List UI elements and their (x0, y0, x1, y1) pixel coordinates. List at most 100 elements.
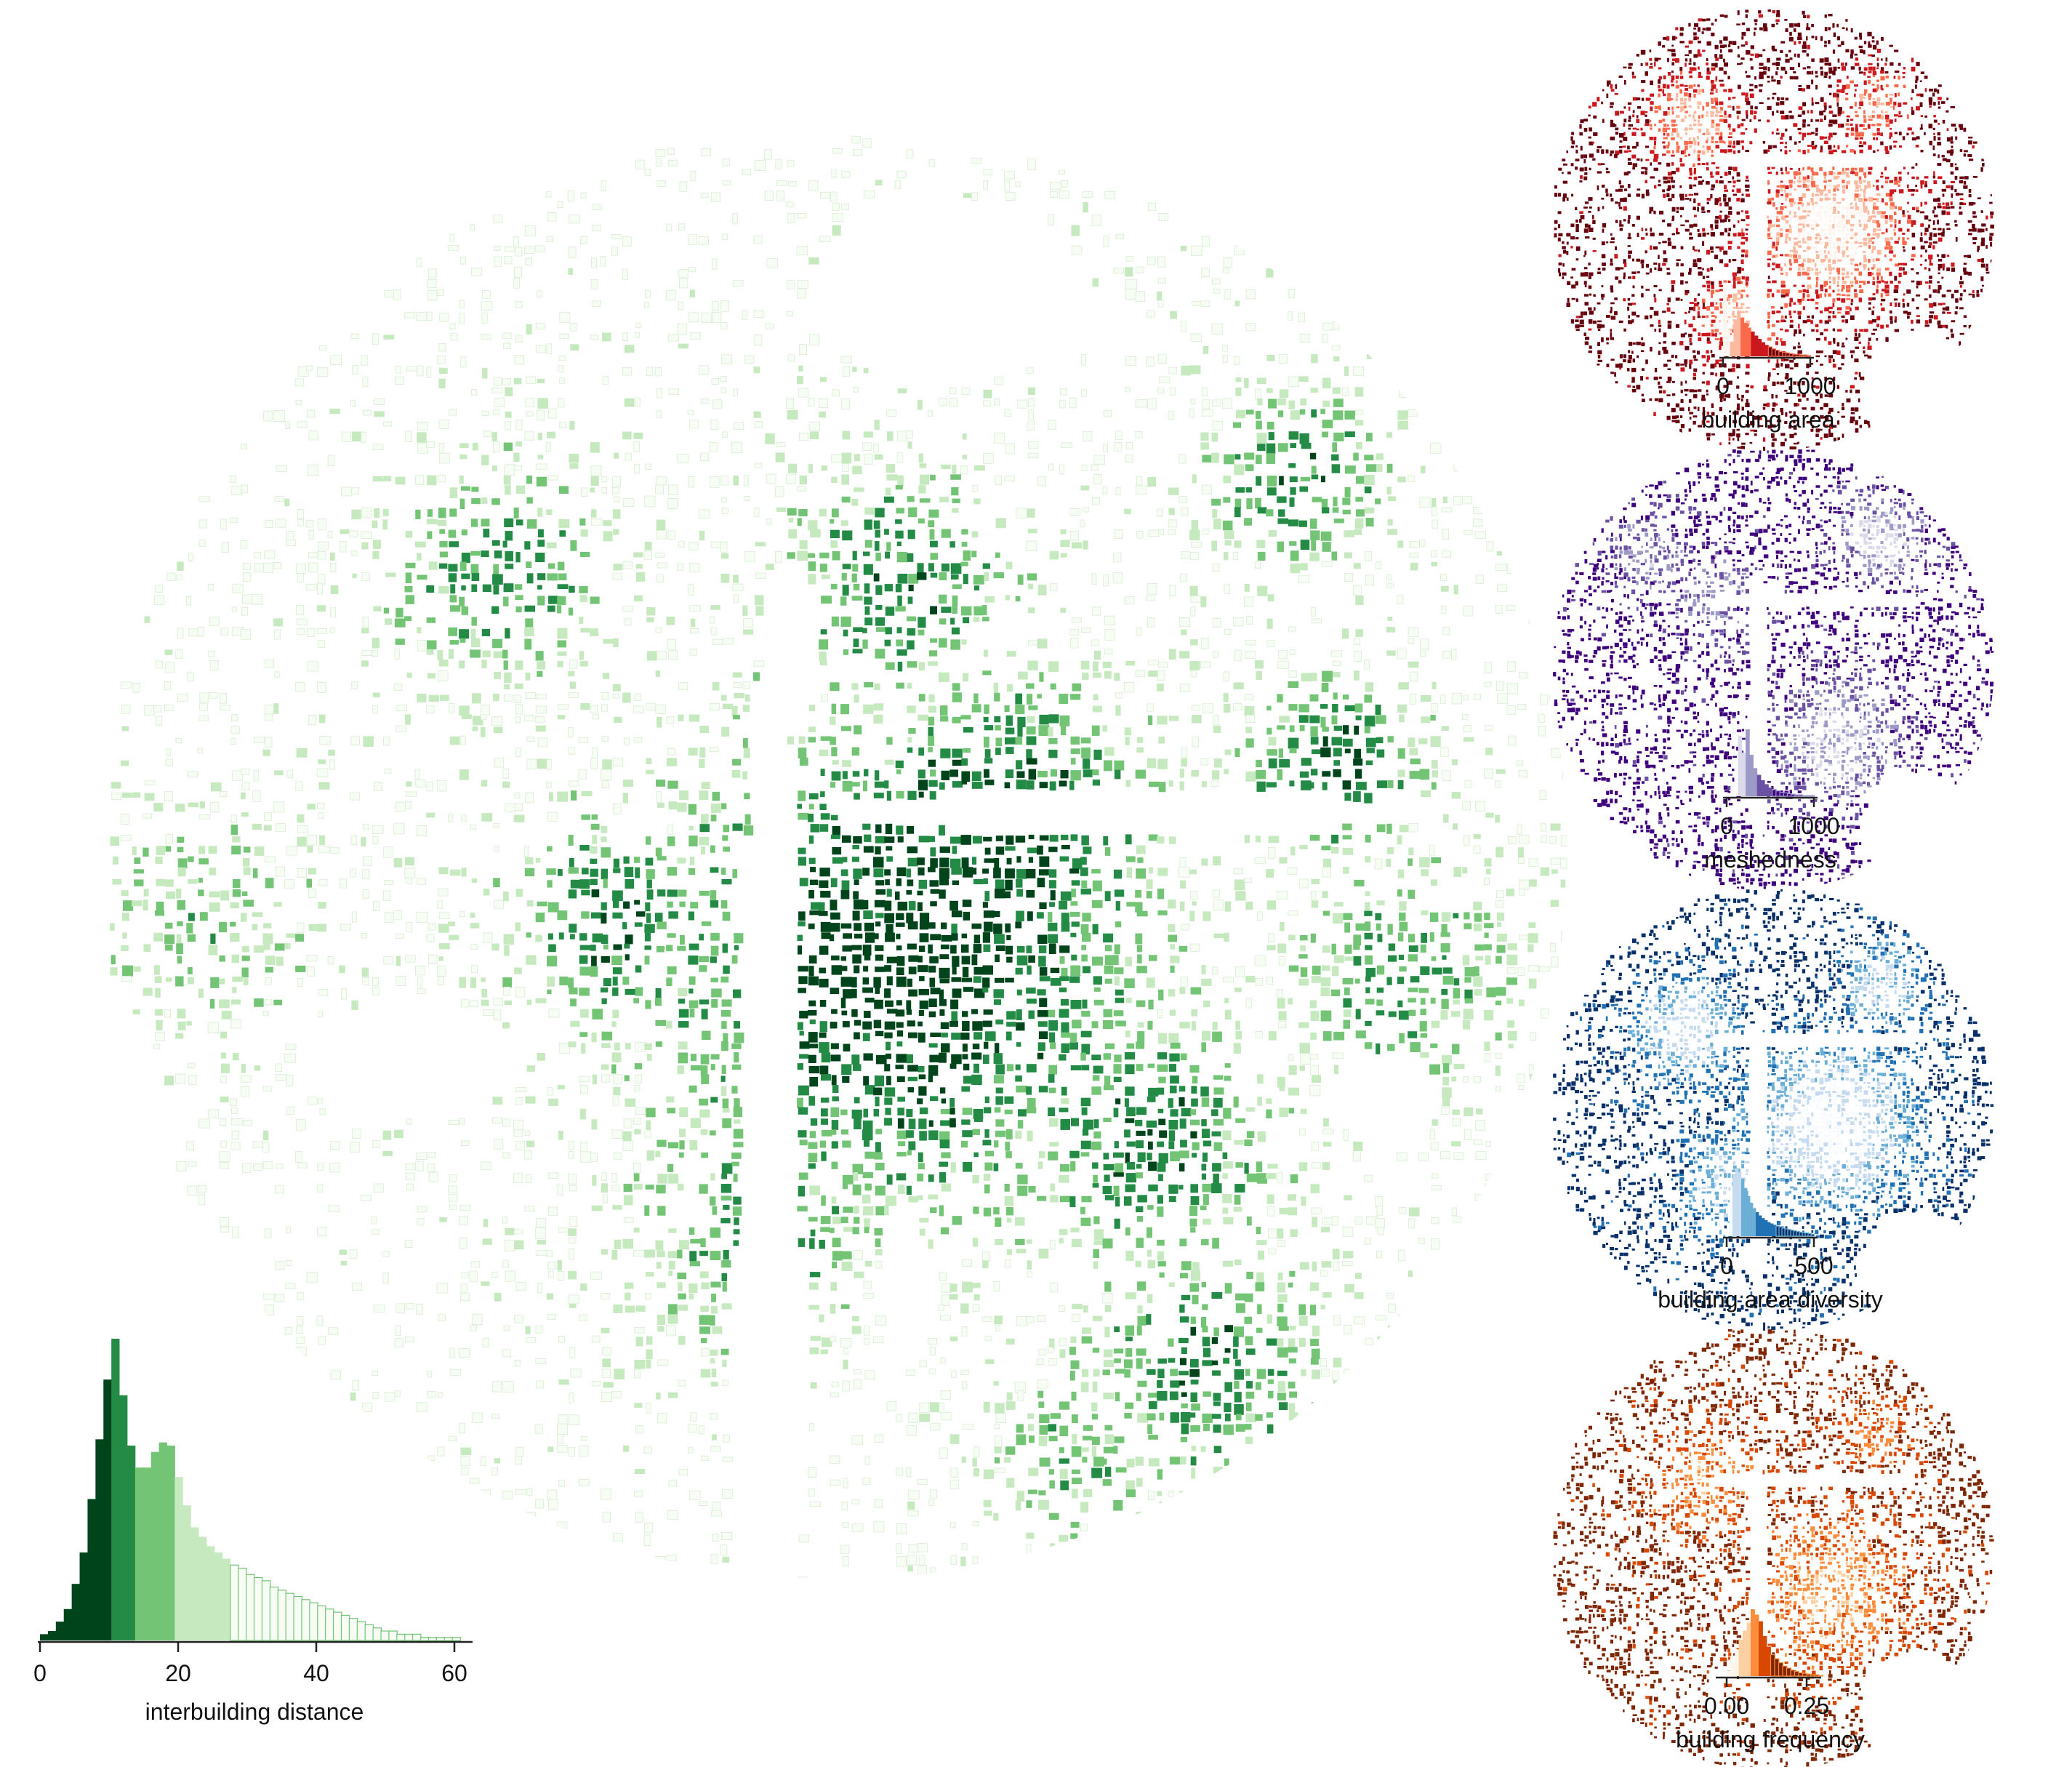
histogram-bar (142, 1467, 152, 1640)
building-footprint (842, 945, 852, 952)
building-footprint (1159, 376, 1170, 383)
building-footprint (1519, 888, 1525, 896)
building-footprint (1309, 1084, 1321, 1097)
building-footprint (1507, 1030, 1517, 1041)
building-footprint (1168, 780, 1173, 787)
building-footprint (372, 638, 380, 649)
building-footprint (505, 551, 513, 561)
building-footprint (1312, 1262, 1317, 1272)
building-footprint (1254, 955, 1266, 966)
building-footprint (1147, 1424, 1153, 1434)
building-footprint (832, 857, 843, 864)
building-footprint (1170, 1042, 1181, 1049)
building-footprint (494, 1139, 504, 1150)
building-footprint (612, 476, 622, 487)
building-footprint (622, 366, 633, 376)
building-footprint (667, 1163, 674, 1172)
building-footprint (547, 933, 553, 940)
building-footprint (568, 692, 579, 699)
building-footprint (513, 278, 520, 289)
building-footprint (546, 868, 556, 876)
building-footprint (851, 1009, 858, 1017)
building-footprint (580, 703, 590, 710)
building-footprint (153, 1043, 160, 1050)
building-footprint (1114, 529, 1123, 539)
building-footprint (1113, 552, 1122, 563)
building-footprint (854, 1217, 860, 1224)
building-footprint (209, 692, 218, 699)
building-footprint (1279, 389, 1289, 398)
building-footprint (710, 703, 720, 710)
building-footprint (491, 388, 503, 393)
building-footprint (928, 867, 936, 873)
building-footprint (710, 890, 717, 901)
histogram-bar (158, 1442, 167, 1640)
building-footprint (504, 945, 510, 956)
building-footprint (1310, 726, 1318, 737)
building-footprint (1026, 683, 1035, 689)
building-footprint (1192, 901, 1197, 906)
building-footprint (350, 400, 356, 406)
building-footprint (1191, 1009, 1197, 1017)
building-footprint (296, 618, 308, 625)
building-footprint (875, 553, 881, 561)
histogram-bar (87, 1499, 96, 1640)
building-footprint (1463, 606, 1474, 617)
building-footprint (896, 1130, 907, 1139)
building-footprint (1135, 399, 1147, 408)
building-footprint (1169, 1009, 1176, 1016)
building-footprint (897, 1107, 904, 1115)
building-footprint (702, 921, 712, 926)
building-footprint (1114, 976, 1120, 986)
building-footprint (393, 822, 405, 835)
building-footprint (1224, 530, 1234, 540)
building-footprint (243, 858, 250, 867)
building-footprint (305, 583, 317, 590)
building-footprint (1244, 835, 1250, 844)
building-footprint (688, 1294, 694, 1299)
building-footprint (548, 1098, 558, 1106)
building-footprint (928, 716, 935, 726)
building-footprint (415, 474, 424, 485)
building-footprint (1200, 1205, 1207, 1211)
building-footprint (1181, 1423, 1189, 1435)
building-footprint (1453, 987, 1460, 999)
building-footprint (819, 911, 828, 916)
building-footprint (438, 443, 444, 454)
building-footprint (1125, 1064, 1135, 1075)
building-footprint (852, 954, 862, 964)
building-footprint (1136, 845, 1146, 854)
building-footprint (1190, 333, 1202, 342)
building-footprint (809, 879, 819, 886)
building-footprint (1005, 1142, 1011, 1151)
building-footprint (1397, 769, 1405, 777)
building-footprint (536, 476, 547, 486)
building-footprint (197, 626, 204, 637)
building-footprint (535, 1358, 547, 1364)
building-footprint (1309, 1282, 1320, 1291)
building-footprint (1322, 400, 1330, 407)
building-footprint (1157, 291, 1162, 300)
building-footprint (864, 1151, 875, 1159)
building-footprint (1377, 464, 1383, 472)
building-footprint (493, 1009, 502, 1021)
building-footprint (1189, 1218, 1197, 1227)
building-footprint (884, 584, 894, 592)
building-footprint (1462, 801, 1471, 811)
building-footprint (886, 976, 893, 986)
building-footprint (1148, 1087, 1159, 1097)
building-footprint (1320, 716, 1326, 728)
building-footprint (896, 956, 905, 966)
building-footprint (515, 748, 521, 757)
building-footprint (1441, 998, 1449, 1009)
building-footprint (436, 289, 445, 296)
building-footprint (743, 748, 750, 758)
building-footprint (666, 1096, 675, 1103)
building-footprint (1105, 1195, 1115, 1201)
building-footprint (678, 269, 688, 279)
building-footprint (940, 1227, 949, 1235)
building-footprint (722, 835, 728, 841)
building-footprint (471, 486, 479, 492)
building-footprint (710, 192, 721, 202)
building-footprint (895, 485, 903, 490)
